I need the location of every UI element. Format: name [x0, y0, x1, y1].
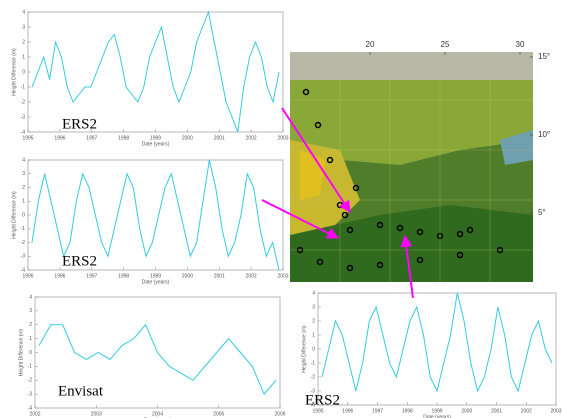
y-tick-label: -1 — [28, 364, 33, 370]
panel-background — [0, 289, 285, 418]
panel-background — [0, 2, 285, 147]
x-axis-label: Date (years) — [142, 141, 170, 147]
x-tick-label: 1997 — [86, 135, 97, 141]
y-tick-label: 1 — [22, 54, 25, 60]
x-tick-label: 2006 — [274, 411, 285, 417]
y-tick-label: 2 — [22, 185, 25, 191]
x-tick-label: 1998 — [118, 273, 129, 279]
x-tick-label: 2001 — [491, 408, 502, 414]
x-tick-label: 2002 — [521, 408, 532, 414]
y-tick-label: 1 — [22, 199, 25, 205]
y-axis-label: Height Difference (m) — [11, 48, 17, 96]
x-tick-label: 2001 — [214, 135, 225, 141]
x-tick-label: 2001 — [214, 273, 225, 279]
x-tick-label: 1997 — [372, 408, 383, 414]
y-tick-label: 2 — [29, 322, 32, 328]
x-tick-label: 2003 — [277, 273, 288, 279]
x-tick-label: 1997 — [86, 273, 97, 279]
x-tick-label: 2000 — [461, 408, 472, 414]
y-tick-label: -2 — [311, 374, 316, 380]
y-tick-label: 4 — [29, 294, 32, 300]
y-tick-label: 0 — [29, 350, 32, 356]
y-tick-label: -2 — [21, 99, 26, 105]
y-tick-label: 1 — [29, 336, 32, 342]
y-tick-label: -3 — [21, 114, 26, 120]
x-tick-label: 1995 — [22, 135, 33, 141]
y-tick-label: -1 — [311, 360, 316, 366]
map — [290, 52, 533, 282]
x-tick-label: 1996 — [54, 273, 65, 279]
x-axis-label: Date (years) — [423, 414, 451, 418]
y-tick-label: 0 — [22, 69, 25, 75]
x-tick-label: 1995 — [22, 273, 33, 279]
y-tick-label: -3 — [28, 391, 33, 397]
map-x-tick-label: 20 — [366, 40, 375, 49]
x-tick-label: 2003 — [277, 135, 288, 141]
map-y-tick-label: 10° — [538, 130, 550, 139]
x-tick-label: 2002 — [29, 411, 40, 417]
panel-label: Envisat — [58, 383, 104, 399]
y-axis-label: Height Difference (m) — [11, 191, 17, 239]
y-axis-label: Height Difference (m) — [301, 325, 307, 373]
y-tick-label: 0 — [312, 346, 315, 352]
y-tick-label: 3 — [312, 304, 315, 310]
map-x-tick-label: 30 — [516, 40, 525, 49]
figure: -4-3-2-101234199519961997199819992000200… — [0, 0, 562, 418]
x-tick-label: 1996 — [54, 135, 65, 141]
x-tick-label: 2000 — [182, 273, 193, 279]
panel-label: ERS2 — [62, 116, 97, 132]
y-tick-label: 2 — [22, 39, 25, 45]
map-y-tick-label: 5° — [538, 208, 546, 217]
x-tick-label: 2002 — [246, 135, 257, 141]
x-tick-label: 1995 — [312, 408, 323, 414]
y-tick-label: -1 — [21, 84, 26, 90]
x-tick-label: 2003 — [91, 411, 102, 417]
y-tick-label: -1 — [21, 226, 26, 232]
x-tick-label: 1996 — [342, 408, 353, 414]
x-tick-label: 2003 — [550, 408, 561, 414]
x-tick-label: 2005 — [213, 411, 224, 417]
y-tick-label: 1 — [312, 332, 315, 338]
panel-label: ERS2 — [62, 253, 97, 269]
y-tick-label: -2 — [28, 378, 33, 384]
y-tick-label: 4 — [22, 157, 25, 163]
map-x-tick-label: 25 — [441, 40, 450, 49]
panel-background — [0, 150, 285, 286]
y-tick-label: -2 — [21, 240, 26, 246]
map-region — [290, 52, 533, 80]
x-tick-label: 2002 — [246, 273, 257, 279]
y-tick-label: -3 — [21, 254, 26, 260]
y-tick-label: 0 — [22, 212, 25, 218]
map-y-tick-label: 15° — [538, 52, 550, 61]
y-tick-label: 3 — [22, 24, 25, 30]
y-axis-label: Height Difference (m) — [18, 328, 24, 376]
x-axis-label: Date (years) — [142, 279, 170, 285]
y-tick-label: 4 — [312, 290, 315, 296]
x-tick-label: 2000 — [182, 135, 193, 141]
panel-label: ERS2 — [305, 392, 340, 408]
x-tick-label: 1998 — [402, 408, 413, 414]
x-tick-label: 1998 — [118, 135, 129, 141]
y-tick-label: 3 — [22, 171, 25, 177]
y-tick-label: 3 — [29, 308, 32, 314]
y-tick-label: 2 — [312, 318, 315, 324]
y-tick-label: 4 — [22, 9, 25, 15]
